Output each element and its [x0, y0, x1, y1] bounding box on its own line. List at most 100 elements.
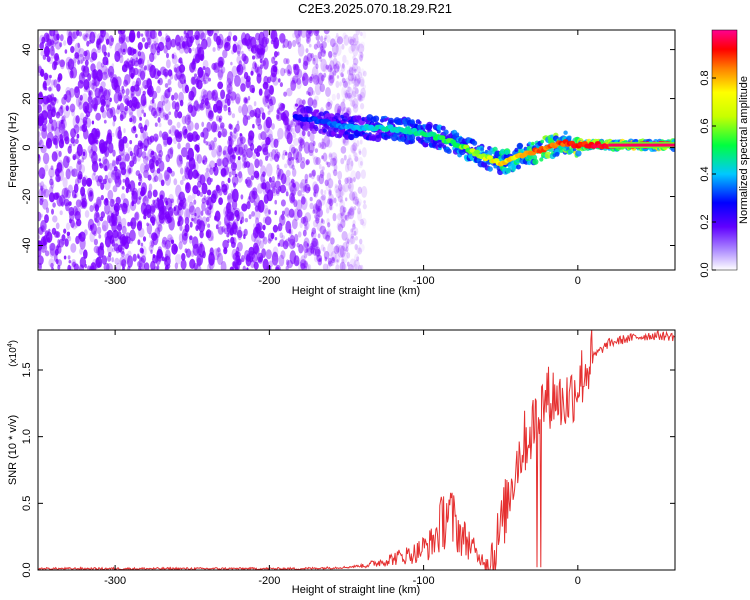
noise-point [346, 69, 351, 75]
noise-point [186, 161, 190, 168]
noise-point [321, 171, 325, 177]
noise-point [332, 70, 337, 77]
noise-point [208, 144, 213, 151]
noise-point [361, 217, 367, 227]
noise-point [325, 201, 330, 209]
noise-point [210, 121, 218, 133]
noise-point [293, 148, 299, 160]
ridge-point [492, 146, 498, 152]
noise-point [320, 74, 325, 82]
noise-point [38, 104, 42, 111]
noise-point [140, 142, 145, 149]
noise-point [355, 244, 361, 255]
noise-point [131, 190, 135, 196]
noise-point [312, 181, 318, 192]
noise-point [324, 256, 328, 262]
noise-point [257, 222, 263, 232]
noise-point [194, 73, 197, 78]
noise-point [257, 252, 264, 263]
noise-point [51, 267, 55, 270]
noise-point [292, 182, 296, 188]
noise-point [114, 50, 121, 63]
noise-point [325, 183, 331, 192]
noise-point [356, 256, 360, 262]
noise-point [237, 241, 243, 252]
noise-point [201, 201, 206, 212]
noise-point [347, 36, 353, 44]
noise-point [158, 130, 163, 138]
noise-point [44, 214, 49, 224]
noise-point [357, 71, 363, 79]
noise-point [99, 162, 102, 167]
noise-point [145, 163, 150, 172]
noise-point [81, 93, 88, 106]
noise-point [67, 35, 73, 46]
noise-point [49, 176, 53, 181]
noise-point [199, 95, 204, 102]
noise-point [49, 186, 54, 194]
noise-point [52, 138, 57, 145]
noise-point [351, 66, 356, 76]
noise-point [44, 45, 50, 58]
noise-point [50, 181, 55, 189]
noise-point [46, 94, 53, 103]
noise-point [40, 185, 43, 191]
noise-point [144, 155, 149, 161]
noise-point [206, 264, 212, 270]
noise-point [351, 142, 358, 152]
noise-point [195, 153, 199, 162]
noise-point [130, 217, 137, 230]
noise-point [220, 261, 227, 270]
noise-point [194, 144, 199, 151]
noise-point [111, 257, 114, 263]
noise-point [327, 50, 333, 58]
noise-point [339, 81, 342, 87]
noise-point [238, 105, 243, 114]
noise-point [59, 194, 66, 206]
noise-point [217, 158, 225, 171]
noise-point [73, 183, 79, 194]
noise-point [276, 174, 280, 180]
noise-point [240, 76, 246, 86]
noise-point [170, 38, 177, 48]
noise-point [122, 178, 126, 183]
noise-point [303, 237, 310, 249]
noise-point [59, 34, 64, 42]
noise-point [350, 74, 357, 85]
noise-point [348, 154, 352, 161]
noise-point [323, 250, 330, 260]
ridge-core-point [404, 126, 411, 132]
noise-point [85, 85, 91, 93]
noise-point [161, 256, 165, 262]
colorbar-label: Normalized spectral amplitude [738, 76, 750, 224]
noise-point [137, 253, 140, 259]
noise-point [362, 31, 367, 39]
noise-point [261, 143, 269, 153]
noise-point [178, 241, 183, 250]
noise-point [67, 234, 70, 239]
noise-point [265, 163, 273, 177]
noise-point [45, 50, 49, 57]
noise-point [77, 177, 82, 184]
noise-point [334, 185, 340, 194]
noise-point [316, 40, 321, 49]
noise-point [75, 150, 81, 160]
noise-point [329, 71, 334, 80]
noise-point [216, 252, 224, 265]
noise-point [48, 228, 51, 233]
noise-point [196, 243, 203, 256]
noise-point [111, 132, 115, 138]
noise-point [156, 248, 163, 259]
noise-point [132, 155, 137, 165]
noise-point [289, 77, 295, 85]
noise-point [51, 151, 58, 162]
noise-point [321, 219, 325, 225]
noise-point [105, 142, 110, 150]
noise-point [198, 102, 205, 111]
noise-point [280, 250, 286, 260]
noise-point [196, 172, 200, 177]
noise-point [307, 86, 314, 97]
noise-point [289, 144, 296, 156]
noise-point [223, 206, 230, 218]
noise-point [231, 199, 238, 211]
